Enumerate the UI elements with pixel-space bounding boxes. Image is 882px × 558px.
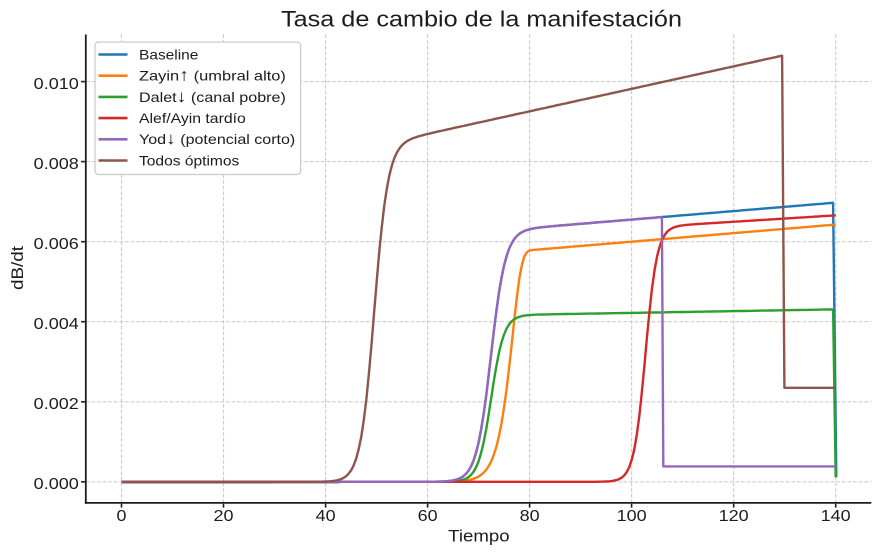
svg-text:dB/dt: dB/dt — [9, 246, 27, 290]
svg-text:Baseline: Baseline — [139, 46, 199, 62]
svg-text:Dalet↓ (canal pobre): Dalet ↓ (canal pobre) — [139, 87, 286, 106]
svg-text:80: 80 — [520, 508, 540, 525]
svg-text:20: 20 — [214, 508, 234, 525]
svg-text:120: 120 — [719, 508, 749, 525]
svg-text:Todos óptimos: Todos óptimos — [139, 152, 239, 168]
svg-text:0.004: 0.004 — [34, 316, 79, 333]
svg-text:Yod↓ (potencial corto): Yod ↓ (potencial corto) — [139, 129, 295, 148]
svg-text:Alef/Ayin tardío: Alef/Ayin tardío — [139, 110, 246, 126]
svg-text:Tasa de cambio de la manifesta: Tasa de cambio de la manifestación — [281, 7, 682, 32]
svg-text:40: 40 — [316, 508, 336, 525]
svg-text:0.008: 0.008 — [34, 156, 79, 173]
svg-text:0: 0 — [117, 508, 127, 525]
svg-text:0.002: 0.002 — [34, 396, 79, 413]
svg-text:100: 100 — [617, 508, 647, 525]
svg-text:0.010: 0.010 — [34, 76, 79, 93]
svg-text:0.000: 0.000 — [34, 476, 79, 493]
svg-text:Zayin↑ (umbral alto): Zayin ↑ (umbral alto) — [139, 66, 286, 85]
svg-text:140: 140 — [821, 508, 851, 525]
svg-text:60: 60 — [418, 508, 438, 525]
svg-text:Tiempo: Tiempo — [448, 528, 510, 546]
svg-text:0.006: 0.006 — [34, 236, 79, 253]
